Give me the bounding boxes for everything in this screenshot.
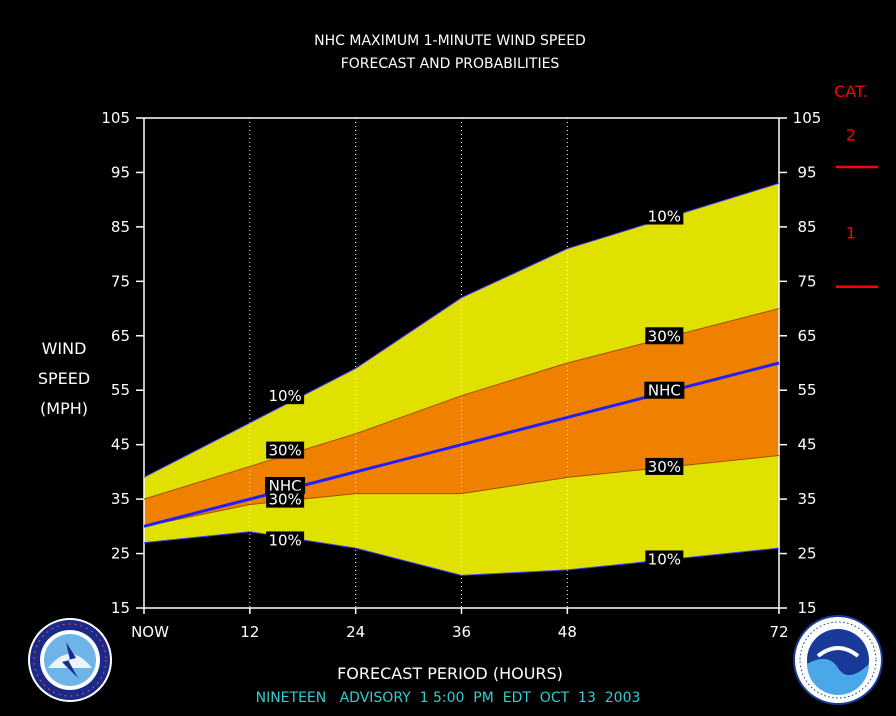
annotation-label: 30% [648,327,681,345]
y-tick-label-left-75: 75 [111,272,130,290]
annotation-label: 10% [268,387,301,405]
annotation-label: 10% [268,531,301,549]
annotation-label: 30% [648,458,681,476]
y-tick-label-left-65: 65 [111,327,130,345]
nws-logo [28,618,112,702]
annotation-box [266,441,305,459]
y-tick-label-right-95: 95 [797,163,816,181]
x-tick-label-48: 48 [558,623,577,641]
y-tick-label-left-15: 15 [111,599,130,617]
annotation-9: 30% [645,457,684,476]
y-tick-label-left-85: 85 [111,218,130,236]
annotation-box [645,327,684,345]
y-tick-label-right-35: 35 [797,490,816,508]
annotation-box [265,477,306,494]
annotation-4: 30% [266,490,305,509]
y-tick-label-right-85: 85 [797,218,816,236]
annotation-1: 10% [266,387,305,405]
annotation-label: 30% [268,442,301,460]
category-label-1: 1 [846,223,856,242]
annotation-label: NHC [269,477,302,495]
y-tick-label-right-55: 55 [797,381,816,399]
annotation-2: 30% [266,441,305,460]
noaa-logo [793,615,883,705]
y-tick-label-right-25: 25 [797,545,816,563]
annotation-label: 30% [268,491,301,509]
x-tick-label-72: 72 [769,623,788,641]
x-tick-label-24: 24 [346,623,365,641]
y-tick-label-left-25: 25 [111,545,130,563]
y-tick-label-left-45: 45 [111,436,130,454]
x-tick-label-36: 36 [452,623,471,641]
y-tick-label-right-45: 45 [797,436,816,454]
annotation-box [645,550,684,568]
y-tick-label-right-65: 65 [797,327,816,345]
annotation-box [266,387,305,405]
annotation-box [266,531,305,549]
annotation-7: 30% [645,327,684,345]
annotation-box [645,207,684,225]
annotation-label: NHC [648,382,681,400]
annotation-10: 10% [645,550,684,569]
annotation-5: 10% [266,531,305,549]
y-tick-label-right-15: 15 [797,599,816,617]
y-tick-label-left-55: 55 [111,381,130,399]
annotation-box [266,490,305,508]
category-label-2: 2 [846,125,856,144]
y-axis-label-line-2: SPEED [38,369,90,388]
annotation-box [644,381,685,399]
x-tick-label-NOW: NOW [131,623,169,641]
annotation-8: NHC [644,381,685,400]
x-tick-label-12: 12 [240,623,259,641]
y-axis-label-line-3: (MPH) [40,399,88,418]
annotation-box [645,457,684,475]
x-axis-label: FORECAST PERIOD (HOURS) [337,664,563,683]
y-tick-label-right-75: 75 [797,272,816,290]
chart-title-line-1: NHC MAXIMUM 1-MINUTE WIND SPEED [314,33,586,49]
chart-title-line-2: FORECAST AND PROBABILITIES [341,56,560,72]
y-tick-label-right-105: 105 [793,109,822,127]
advisory-text: NINETEEN ADVISORY 1 5:00 PM EDT OCT 13 2… [256,690,641,706]
annotation-3: NHC [265,477,306,495]
y-tick-label-left-35: 35 [111,490,130,508]
y-axis-label-line-1: WIND [42,339,87,358]
y-tick-label-left-105: 105 [101,109,130,127]
annotation-6: 10% [645,207,684,226]
category-header: CAT. [834,82,868,101]
y-tick-label-left-95: 95 [111,163,130,181]
annotation-label: 10% [648,208,681,226]
annotation-label: 10% [648,551,681,569]
